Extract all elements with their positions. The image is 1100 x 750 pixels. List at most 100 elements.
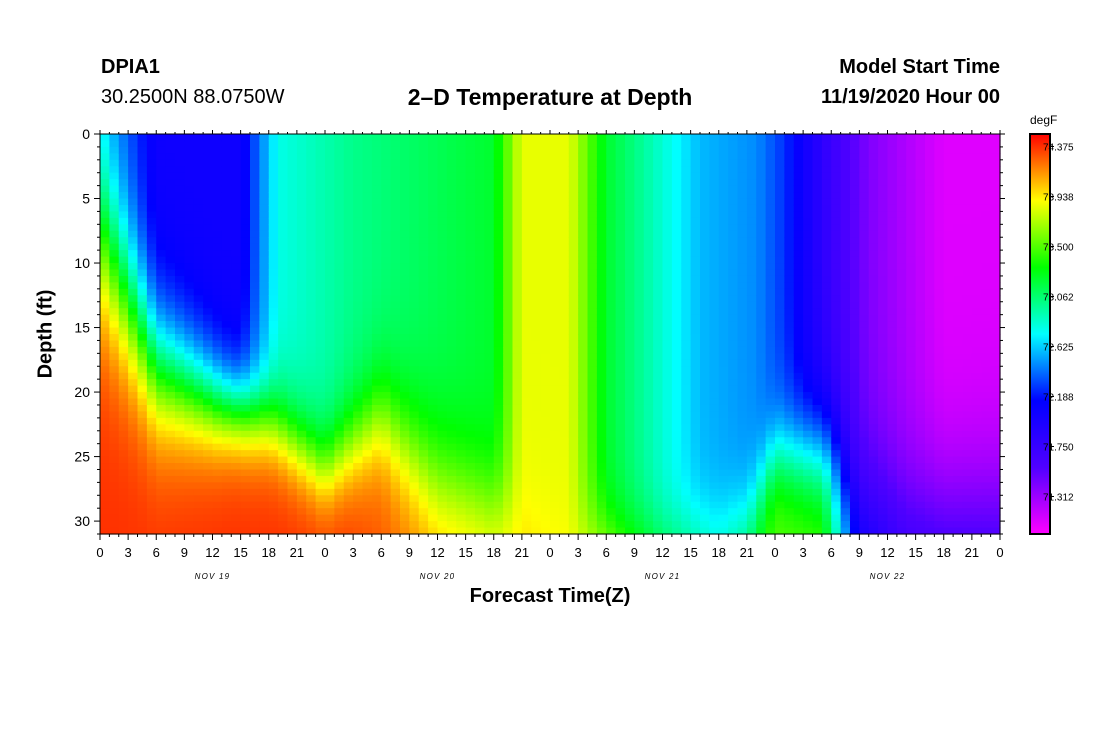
heatmap-cell (681, 437, 692, 445)
heatmap-cell (709, 308, 720, 316)
heatmap-cell (278, 424, 289, 432)
heatmap-cell (821, 282, 832, 290)
heatmap-cell (334, 327, 345, 335)
heatmap-cell (175, 475, 185, 483)
heatmap-cell (418, 469, 429, 477)
heatmap-cell (306, 417, 317, 425)
heatmap-cell (221, 153, 232, 161)
heatmap-cell (643, 172, 654, 180)
heatmap-cell (521, 417, 532, 425)
heatmap-cell (700, 340, 710, 348)
heatmap-cell (109, 153, 120, 161)
heatmap-cell (456, 398, 467, 406)
heatmap-cell (634, 224, 645, 232)
heatmap-cell (784, 430, 795, 438)
heatmap-cell (100, 230, 110, 238)
heatmap-cell (343, 159, 354, 167)
heatmap-cell (756, 501, 767, 509)
heatmap-cell (662, 469, 673, 477)
heatmap-cell (503, 379, 514, 387)
heatmap-cell (803, 192, 814, 200)
heatmap-cell (428, 314, 439, 322)
heatmap-cell (343, 295, 354, 303)
heatmap-cell (118, 217, 129, 225)
heatmap-cell (606, 372, 617, 380)
heatmap-cell (296, 159, 307, 167)
heatmap-cell (737, 192, 748, 200)
heatmap-cell (578, 275, 589, 283)
heatmap-cell (146, 159, 157, 167)
heatmap-cell (165, 501, 176, 509)
heatmap-cell (221, 430, 232, 438)
heatmap-cell (128, 263, 139, 271)
heatmap-cell (718, 269, 729, 277)
heatmap-cell (737, 179, 748, 187)
heatmap-cell (840, 301, 851, 309)
heatmap-cell (250, 140, 260, 148)
heatmap-cell (296, 424, 307, 432)
heatmap-cell (559, 469, 570, 477)
heatmap-cell (109, 217, 120, 225)
heatmap-cell (625, 463, 635, 471)
heatmap-cell (353, 404, 364, 413)
heatmap-cell (146, 385, 157, 393)
heatmap-cell (362, 217, 373, 225)
heatmap-cell (371, 424, 382, 432)
heatmap-cell (718, 443, 729, 451)
heatmap-cell (184, 379, 195, 387)
heatmap-cell (662, 146, 673, 154)
heatmap-cell (718, 211, 729, 219)
heatmap-cell (718, 295, 729, 303)
heatmap-cell (662, 508, 673, 516)
heatmap-cell (221, 166, 232, 174)
heatmap-cell (334, 314, 345, 322)
heatmap-cell (681, 482, 692, 490)
heatmap-cell (578, 217, 589, 225)
heatmap-cell (578, 159, 589, 167)
heatmap-cell (540, 211, 551, 219)
heatmap-cell (643, 366, 654, 374)
heatmap-cell (653, 521, 664, 529)
heatmap-cell (475, 308, 485, 316)
heatmap-cell (334, 514, 345, 522)
heatmap-cell (400, 443, 410, 451)
heatmap-cell (381, 482, 392, 490)
heatmap-cell (728, 308, 739, 316)
heatmap-cell (128, 372, 139, 380)
heatmap-cell (803, 430, 814, 438)
heatmap-cell (250, 327, 260, 335)
heatmap-cell (475, 146, 485, 154)
heatmap-cell (775, 488, 785, 496)
heatmap-cell (850, 250, 860, 258)
heatmap-cell (306, 308, 317, 316)
heatmap-cell (681, 166, 692, 174)
heatmap-cell (343, 198, 354, 206)
heatmap-cell (596, 424, 607, 432)
heatmap-cell (634, 146, 645, 154)
heatmap-cell (109, 308, 120, 316)
heatmap-cell (690, 340, 701, 348)
heatmap-cell (193, 327, 204, 335)
heatmap-cell (831, 172, 842, 180)
heatmap-cell (100, 463, 110, 471)
heatmap-cell (568, 482, 579, 490)
heatmap-cell (362, 488, 373, 496)
heatmap-cell (278, 153, 289, 161)
heatmap-cell (400, 179, 410, 187)
heatmap-cell (343, 450, 354, 458)
heatmap-cell (146, 366, 157, 374)
heatmap-cell (784, 146, 795, 154)
heatmap-cell (559, 366, 570, 374)
heatmap-cell (578, 172, 589, 180)
heatmap-cell (625, 134, 635, 142)
heatmap-cell (540, 250, 551, 258)
heatmap-cell (793, 301, 804, 309)
heatmap-cell (315, 159, 326, 167)
heatmap-cell (615, 192, 626, 200)
heatmap-cell (306, 250, 317, 258)
heatmap-cell (240, 450, 251, 458)
heatmap-cell (371, 353, 382, 361)
heatmap-cell (175, 366, 185, 374)
heatmap-cell (784, 250, 795, 258)
heatmap-cell (812, 288, 823, 296)
